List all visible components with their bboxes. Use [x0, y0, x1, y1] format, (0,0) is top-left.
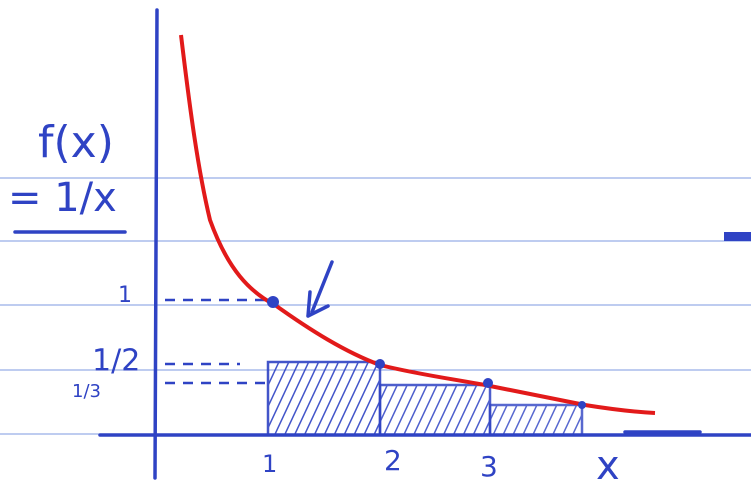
- y-label: 1: [118, 283, 132, 308]
- x-tick-label: 2: [384, 444, 402, 477]
- y-label: 1/2: [92, 344, 140, 379]
- sketch: f(x) = 1/x 1 1/2 1/3 1 2 3 x: [0, 0, 751, 488]
- page: {"labels": {"function": "f(x)", "equatio…: [0, 0, 751, 488]
- equation-label: = 1/x: [8, 175, 117, 221]
- marker: [724, 232, 751, 241]
- x-axis-label: x: [596, 443, 620, 488]
- function-label: f(x): [38, 117, 114, 168]
- curve: [181, 35, 655, 413]
- guides: [165, 300, 270, 383]
- x-tick-label: 3: [480, 450, 498, 483]
- x-tick-label: 1: [262, 450, 277, 478]
- y-label: 1/3: [72, 381, 101, 402]
